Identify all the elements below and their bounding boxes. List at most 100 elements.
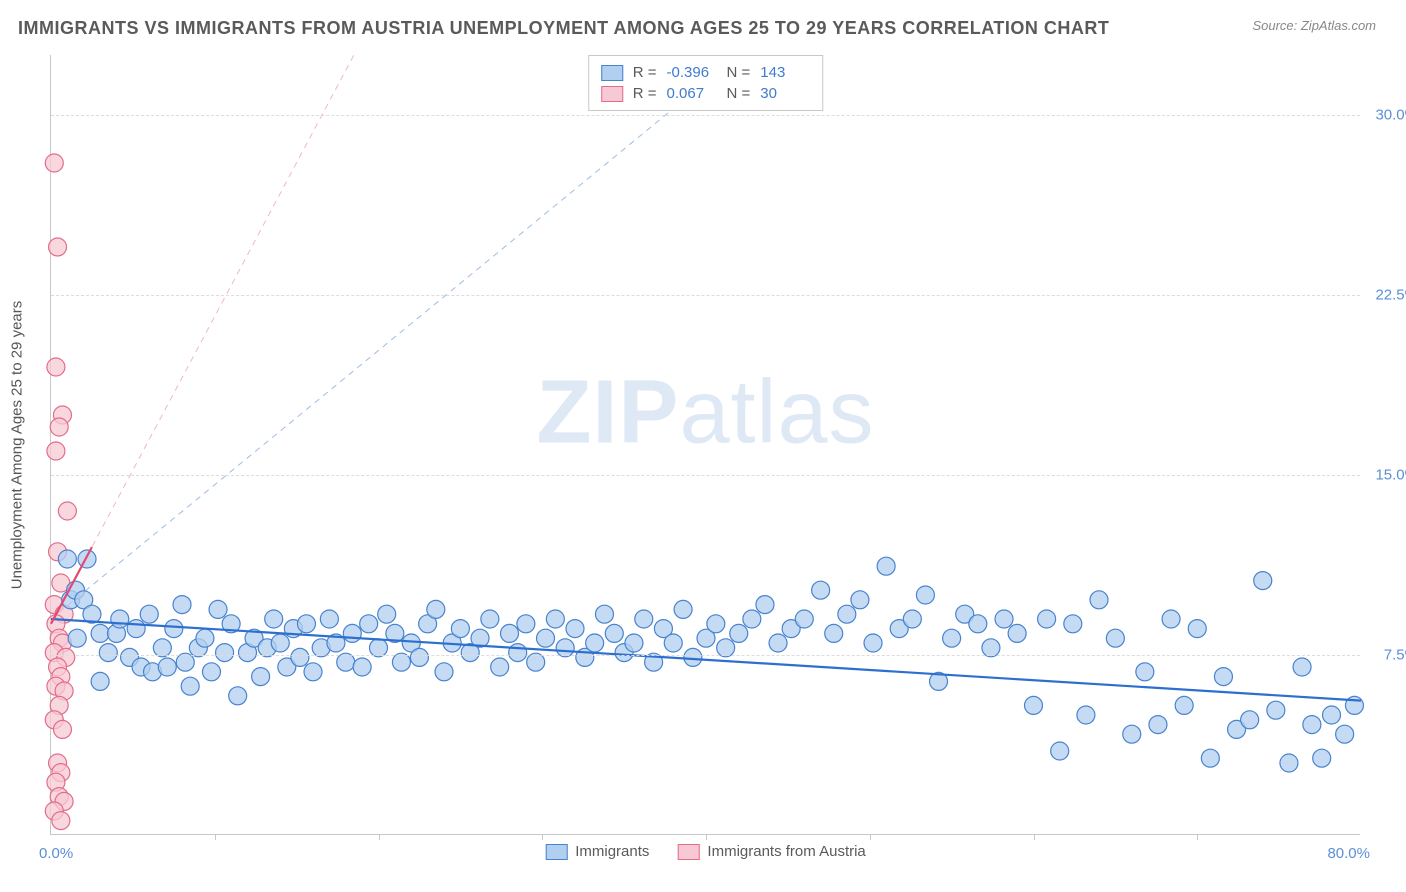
data-point-blue	[537, 629, 555, 647]
data-point-blue	[825, 624, 843, 642]
data-point-blue	[566, 620, 584, 638]
data-point-blue	[1336, 725, 1354, 743]
stats-legend-box: R = -0.396 N = 143 R = 0.067 N = 30	[588, 55, 824, 111]
y-tick-label: 30.0%	[1368, 107, 1406, 124]
gridline	[51, 655, 1360, 656]
data-point-blue	[969, 615, 987, 633]
data-point-pink	[50, 418, 68, 436]
data-point-blue	[1293, 658, 1311, 676]
data-point-blue	[1313, 749, 1331, 767]
data-point-blue	[995, 610, 1013, 628]
x-tick	[1197, 834, 1198, 840]
data-point-blue	[158, 658, 176, 676]
data-point-pink	[47, 442, 65, 460]
data-point-blue	[1051, 742, 1069, 760]
data-point-blue	[451, 620, 469, 638]
gridline	[51, 475, 1360, 476]
data-point-blue	[1162, 610, 1180, 628]
data-point-pink	[49, 238, 67, 256]
y-tick-label: 22.5%	[1368, 287, 1406, 304]
data-point-pink	[45, 154, 63, 172]
data-point-blue	[252, 668, 270, 686]
data-point-blue	[635, 610, 653, 628]
x-tick	[215, 834, 216, 840]
data-point-blue	[707, 615, 725, 633]
data-point-blue	[769, 634, 787, 652]
chart-plot-area: Unemployment Among Ages 25 to 29 years Z…	[50, 55, 1360, 835]
y-tick-label: 7.5%	[1368, 647, 1406, 664]
data-point-blue	[795, 610, 813, 628]
data-point-blue	[595, 605, 613, 623]
data-point-blue	[605, 624, 623, 642]
data-point-blue	[838, 605, 856, 623]
stat-n-label: N =	[727, 64, 751, 81]
legend-label-blue: Immigrants	[575, 843, 649, 860]
data-point-blue	[99, 644, 117, 662]
swatch-pink-icon	[677, 844, 699, 860]
data-point-blue	[903, 610, 921, 628]
stat-n-label: N =	[727, 85, 751, 102]
swatch-blue-icon	[545, 844, 567, 860]
data-point-blue	[1090, 591, 1108, 609]
stats-row-blue: R = -0.396 N = 143	[601, 62, 811, 83]
data-point-blue	[410, 648, 428, 666]
data-point-blue	[625, 634, 643, 652]
data-point-blue	[291, 648, 309, 666]
legend-item-pink: Immigrants from Austria	[677, 843, 865, 860]
data-point-blue	[353, 658, 371, 676]
data-point-blue	[1064, 615, 1082, 633]
data-point-blue	[1038, 610, 1056, 628]
data-point-blue	[1214, 668, 1232, 686]
data-point-blue	[1267, 701, 1285, 719]
data-point-blue	[517, 615, 535, 633]
data-point-pink	[53, 720, 71, 738]
x-tick	[706, 834, 707, 840]
data-point-blue	[435, 663, 453, 681]
y-tick-label: 15.0%	[1368, 467, 1406, 484]
data-point-blue	[851, 591, 869, 609]
data-point-blue	[427, 600, 445, 618]
data-point-blue	[202, 663, 220, 681]
data-point-blue	[320, 610, 338, 628]
data-point-blue	[181, 677, 199, 695]
gridline	[51, 115, 1360, 116]
x-tick	[379, 834, 380, 840]
data-point-blue	[216, 644, 234, 662]
data-point-blue	[491, 658, 509, 676]
data-point-blue	[684, 648, 702, 666]
x-tick	[870, 834, 871, 840]
data-point-blue	[501, 624, 519, 642]
stat-r-pink: 0.067	[667, 85, 717, 102]
data-point-blue	[546, 610, 564, 628]
x-axis-min-label: 0.0%	[39, 845, 73, 862]
stat-n-pink: 30	[760, 85, 810, 102]
data-point-blue	[78, 550, 96, 568]
data-point-blue	[1280, 754, 1298, 772]
data-point-blue	[1201, 749, 1219, 767]
y-axis-label: Unemployment Among Ages 25 to 29 years	[9, 300, 26, 589]
data-point-blue	[586, 634, 604, 652]
stat-r-label: R =	[633, 85, 657, 102]
data-point-blue	[196, 629, 214, 647]
data-point-blue	[864, 634, 882, 652]
data-point-blue	[360, 615, 378, 633]
data-point-blue	[1323, 706, 1341, 724]
x-axis-max-label: 80.0%	[1327, 845, 1370, 862]
data-point-blue	[304, 663, 322, 681]
data-point-pink	[52, 812, 70, 830]
data-point-blue	[1008, 624, 1026, 642]
data-point-blue	[1025, 696, 1043, 714]
data-point-blue	[916, 586, 934, 604]
data-point-blue	[297, 615, 315, 633]
data-point-blue	[1175, 696, 1193, 714]
data-point-blue	[165, 620, 183, 638]
data-point-blue	[1106, 629, 1124, 647]
bottom-legend: Immigrants Immigrants from Austria	[545, 843, 866, 860]
data-point-blue	[58, 550, 76, 568]
legend-label-pink: Immigrants from Austria	[707, 843, 865, 860]
data-point-blue	[756, 596, 774, 614]
data-point-pink	[58, 502, 76, 520]
data-point-blue	[1241, 711, 1259, 729]
stat-n-blue: 143	[760, 64, 810, 81]
trend-dash-blue	[51, 55, 739, 619]
